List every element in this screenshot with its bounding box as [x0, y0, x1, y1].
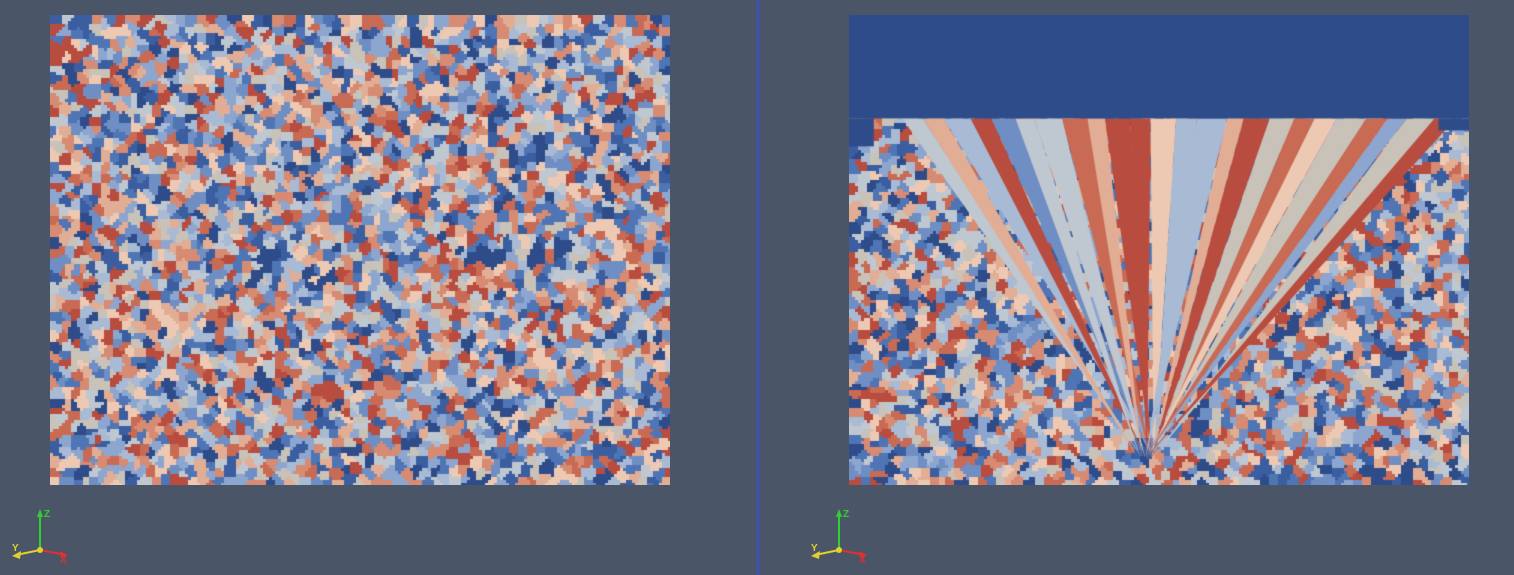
right-axis-gizmo[interactable]: Z X Y [809, 505, 869, 565]
left-microstructure-view[interactable] [50, 15, 670, 485]
left-axis-gizmo[interactable]: Z X Y [10, 505, 70, 565]
right-grain-canvas [849, 15, 1469, 485]
left-grain-canvas [50, 15, 670, 485]
svg-text:Y: Y [811, 543, 818, 554]
svg-text:Z: Z [44, 509, 50, 520]
svg-text:X: X [859, 555, 866, 565]
svg-text:Y: Y [12, 543, 19, 554]
svg-text:Z: Z [843, 509, 849, 520]
right-microstructure-view[interactable] [849, 15, 1469, 485]
split-view-container: Z X Y Z X Y [0, 0, 1514, 575]
right-viewport-pane[interactable]: Z X Y [759, 0, 1514, 575]
svg-text:X: X [60, 555, 67, 565]
left-viewport-pane[interactable]: Z X Y [0, 0, 757, 575]
